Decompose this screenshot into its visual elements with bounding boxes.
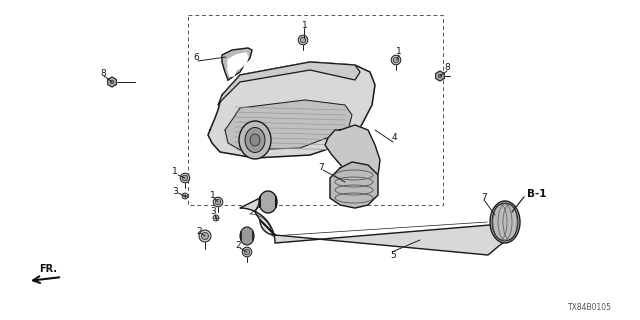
Text: 1: 1 [210,191,216,201]
Ellipse shape [490,201,520,243]
Ellipse shape [182,175,188,181]
Text: 2: 2 [196,227,202,236]
Polygon shape [218,62,360,105]
Text: 1: 1 [172,167,178,177]
Ellipse shape [250,134,260,146]
Ellipse shape [244,249,250,255]
Ellipse shape [182,193,188,199]
Text: 3: 3 [172,187,178,196]
Text: FR.: FR. [39,264,57,274]
Ellipse shape [239,121,271,159]
Polygon shape [108,77,116,87]
Ellipse shape [391,55,401,65]
Ellipse shape [199,230,211,242]
Ellipse shape [110,80,114,84]
Ellipse shape [180,173,190,183]
Text: 8: 8 [100,68,106,77]
Text: 5: 5 [390,251,396,260]
Polygon shape [330,162,378,208]
Bar [188,15,443,205]
Polygon shape [222,48,252,80]
Polygon shape [436,71,444,81]
Ellipse shape [242,247,252,257]
Ellipse shape [300,37,306,43]
Ellipse shape [298,35,308,45]
Ellipse shape [240,227,254,245]
Ellipse shape [245,127,265,153]
Ellipse shape [393,57,399,63]
Polygon shape [228,53,248,76]
Text: 6: 6 [193,53,199,62]
Ellipse shape [213,197,223,207]
Text: 1: 1 [396,47,402,57]
Ellipse shape [438,74,442,78]
Text: TX84B0105: TX84B0105 [568,303,612,312]
Polygon shape [240,198,515,255]
Polygon shape [208,62,375,158]
Text: 7: 7 [481,193,487,202]
Ellipse shape [202,233,209,239]
Text: B-1: B-1 [527,189,547,199]
Text: 1: 1 [302,20,308,29]
Ellipse shape [213,215,219,221]
Text: 4: 4 [392,133,397,142]
Polygon shape [225,100,352,150]
Text: 7: 7 [318,163,324,172]
Text: 8: 8 [444,63,450,73]
Text: 2: 2 [235,241,241,250]
Polygon shape [325,125,380,180]
Text: 3: 3 [210,207,216,217]
Ellipse shape [259,191,277,213]
Ellipse shape [215,199,221,205]
